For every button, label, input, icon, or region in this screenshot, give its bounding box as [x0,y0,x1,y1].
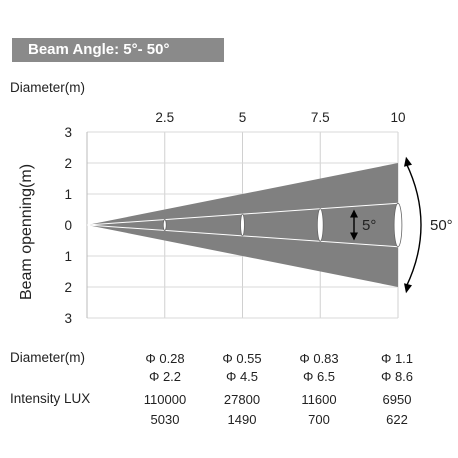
diameter-narrow-cell: Φ 1.1 [380,351,414,366]
lux-wide-cell: 5030 [150,412,180,427]
y-tick-label: 3 [64,311,72,326]
wide-angle-arrow-shaft [405,162,422,288]
beam-cross-section [393,202,403,248]
narrow-angle-arrowhead-down [350,232,358,241]
x-tick-label: 2.5 [155,110,174,125]
beam-cross-section [316,208,324,242]
wide-angle-arrowhead-down [404,283,412,294]
y-tick-label: 1 [64,249,72,264]
y-tick-label: 2 [64,280,72,295]
diameter-wide-cell: Φ 8.6 [380,369,414,384]
beam-cross-section [240,213,245,237]
diameter-wide-cell: Φ 4.5 [225,369,259,384]
diameter-narrow-cell: Φ 0.55 [222,351,262,366]
y-axis-label: Beam openning(m) [18,163,35,301]
lux-wide-cell: 622 [386,412,408,427]
lux-wide-cell: 1490 [227,412,257,427]
y-tick-label: 0 [64,218,72,233]
y-tick-label: 3 [64,125,72,140]
lux-narrow-cell: 27800 [223,392,261,407]
lux-narrow-cell: 110000 [143,392,187,407]
x-axis-label: Diameter(m) [10,80,86,95]
table-intensity-label: Intensity LUX [10,391,91,406]
lux-narrow-cell: 6950 [382,392,412,407]
wide-angle-label: 50° [430,217,453,234]
beam-cross-section [162,219,167,231]
narrow-angle-label: 5° [362,217,376,234]
x-tick-label: 7.5 [311,110,330,125]
lux-narrow-cell: 11600 [301,392,337,407]
chart-title: Beam Angle: 5°- 50° [12,38,224,62]
x-tick-label: 10 [390,110,405,125]
y-tick-label: 1 [64,187,72,202]
narrow-angle-arrowhead-up [350,209,358,218]
table-diameter-label: Diameter(m) [10,350,86,365]
wide-angle-arrowhead-up [404,156,412,167]
diameter-narrow-cell: Φ 0.83 [299,351,339,366]
diameter-wide-cell: Φ 6.5 [302,369,336,384]
diameter-narrow-cell: Φ 0.28 [145,351,185,366]
x-tick-label: 5 [239,110,247,125]
lux-wide-cell: 700 [308,412,330,427]
y-tick-label: 2 [64,156,72,171]
diameter-wide-cell: Φ 2.2 [148,369,182,384]
